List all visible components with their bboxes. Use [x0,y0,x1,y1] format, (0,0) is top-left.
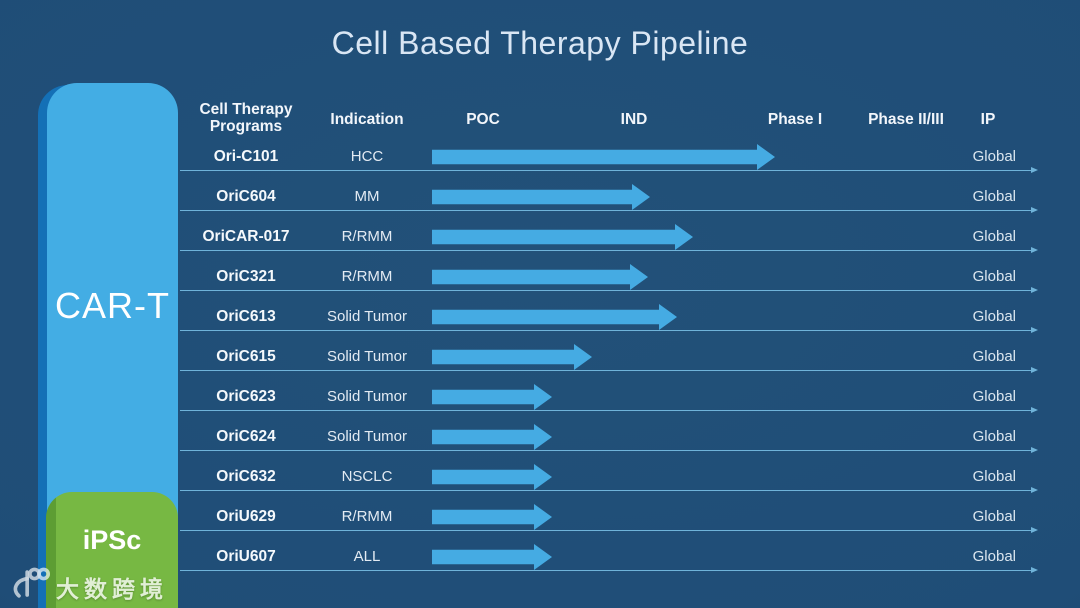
row-separator-line [180,490,1031,491]
table-row: OriC604 MM Global [0,177,1080,217]
ip-value: Global [972,308,1016,325]
separator-arrowhead-icon [1031,487,1038,493]
program-name: OriC615 [216,348,276,365]
watermark: 大数跨境 [8,566,168,607]
column-header-phase-ii-iii: Phase II/III [868,111,944,128]
program-name: OriCAR-017 [202,228,290,245]
indication-label: HCC [350,148,384,165]
program-name: OriC632 [216,468,276,485]
indication-label: R/RMM [341,268,393,285]
progress-arrow [432,304,677,330]
row-separator-line [180,410,1031,411]
progress-arrow [432,344,592,370]
progress-arrow [432,144,775,170]
column-header-ind: IND [620,111,648,128]
separator-arrowhead-icon [1031,407,1038,413]
ipsc-group-label: iPSc [82,525,142,555]
table-row: OriCAR-017 R/RMM Global [0,217,1080,257]
100-swoosh-logo-icon [8,566,50,607]
watermark-text: 大数跨境 [56,576,168,603]
indication-label: Solid Tumor [326,388,408,405]
cart-group-label: CAR-T [55,285,170,326]
program-name: Ori-C101 [213,148,279,165]
ip-value: Global [972,148,1016,165]
separator-arrowhead-icon [1031,167,1038,173]
row-separator-line [180,530,1031,531]
table-row: OriC624 Solid Tumor Global [0,417,1080,457]
progress-arrow [432,264,648,290]
indication-label: Solid Tumor [326,348,408,365]
progress-arrow [432,504,552,530]
progress-arrow [432,384,552,410]
indication-label: Solid Tumor [326,308,408,325]
program-name: OriC623 [216,388,276,405]
table-row: OriU629 R/RMM Global [0,497,1080,537]
program-name: OriU607 [216,548,276,565]
separator-arrowhead-icon [1031,527,1038,533]
column-header-indication: Indication [330,111,404,128]
column-header-phase-i: Phase I [767,111,823,128]
column-header-poc: POC [466,111,500,128]
progress-arrow [432,224,693,250]
table-row: OriC615 Solid Tumor Global [0,337,1080,377]
indication-label: MM [354,188,380,205]
separator-arrowhead-icon [1031,207,1038,213]
separator-arrowhead-icon [1031,367,1038,373]
row-separator-line [180,370,1031,371]
ip-value: Global [972,348,1016,365]
row-separator-line [180,250,1031,251]
ip-value: Global [972,428,1016,445]
ip-value: Global [972,228,1016,245]
row-separator-line [180,570,1031,571]
ip-value: Global [972,468,1016,485]
row-separator-line [180,330,1031,331]
table-row: OriC623 Solid Tumor Global [0,377,1080,417]
program-name: OriC604 [216,188,276,205]
indication-label: Solid Tumor [326,428,408,445]
ip-value: Global [972,268,1016,285]
row-separator-line [180,290,1031,291]
ip-value: Global [972,388,1016,405]
program-name: OriC321 [216,268,276,285]
separator-arrowhead-icon [1031,447,1038,453]
program-name: OriC613 [216,308,276,325]
separator-arrowhead-icon [1031,567,1038,573]
table-row: OriC613 Solid Tumor Global [0,297,1080,337]
ipsc-group-box: iPSc [46,492,178,608]
ip-value: Global [972,508,1016,525]
program-name: OriU629 [216,508,276,525]
separator-arrowhead-icon [1031,247,1038,253]
indication-label: ALL [353,548,381,565]
table-row: OriU607 ALL Global [0,537,1080,577]
row-separator-line [180,170,1031,171]
ip-value: Global [972,188,1016,205]
progress-arrow [432,424,552,450]
ip-value: Global [972,548,1016,565]
table-row: OriC632 NSCLC Global [0,457,1080,497]
row-separator-line [180,210,1031,211]
indication-label: R/RMM [341,508,393,525]
program-name: OriC624 [216,428,276,445]
progress-arrow [432,464,552,490]
table-row: OriC321 R/RMM Global [0,257,1080,297]
column-header-ip: IP [980,111,996,128]
column-header-cell-therapy-programs: Cell Therapy Programs [199,101,293,135]
table-row: Ori-C101 HCC Global [0,137,1080,177]
progress-arrow [432,544,552,570]
separator-arrowhead-icon [1031,287,1038,293]
indication-label: R/RMM [341,228,393,245]
indication-label: NSCLC [341,468,393,485]
separator-arrowhead-icon [1031,327,1038,333]
progress-arrow [432,184,650,210]
row-separator-line [180,450,1031,451]
page-title: Cell Based Therapy Pipeline [331,25,749,61]
